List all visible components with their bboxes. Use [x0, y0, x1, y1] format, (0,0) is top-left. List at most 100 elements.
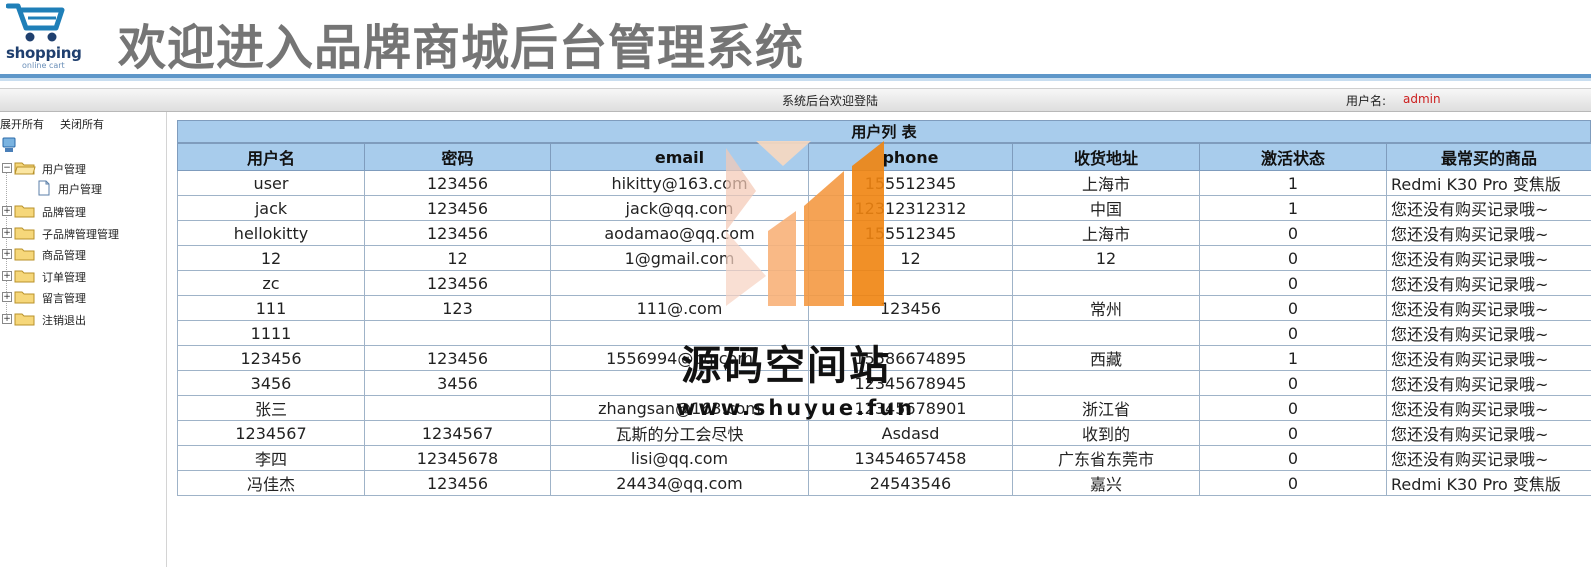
- table-cell: 1234567: [177, 420, 365, 446]
- user-label: 用户名:: [1346, 94, 1387, 108]
- table-caption: 用户列 表: [177, 120, 1591, 143]
- table-row: 1111 0 您还没有购买记录哦~: [177, 320, 1591, 346]
- table-cell: 0: [1199, 445, 1387, 471]
- table-cell: 1@gmail.com: [550, 245, 809, 271]
- collapse-icon[interactable]: −: [2, 163, 12, 173]
- table-cell: 12: [1012, 245, 1200, 271]
- table-cell: 123: [364, 295, 551, 321]
- column-header: 密码: [364, 143, 551, 171]
- column-header: email: [550, 143, 809, 171]
- expand-icon[interactable]: +: [2, 228, 12, 238]
- tree-guide-line: [6, 172, 8, 324]
- table-cell: 收到的: [1012, 420, 1200, 446]
- column-header: phone: [808, 143, 1013, 171]
- table-cell: jack: [177, 195, 365, 221]
- expand-icon[interactable]: +: [2, 206, 12, 216]
- table-cell: 123456: [808, 295, 1013, 321]
- table-cell: 嘉兴: [1012, 470, 1200, 496]
- table-row: user 123456 hikitty@163.com 155512345 上海市 1 Re…: [177, 170, 1591, 196]
- sidebar-subitem-label: 用户管理: [58, 183, 102, 196]
- table-cell: [550, 320, 809, 346]
- collapse-all-link[interactable]: 关闭所有: [60, 118, 104, 131]
- table-cell: 15586674895: [808, 345, 1013, 371]
- header-divider-light: [0, 78, 1591, 81]
- table-cell: 123456: [364, 470, 551, 496]
- table-cell: 您还没有购买记录哦~: [1386, 345, 1591, 371]
- table-row: 李四 12345678 lisi@qq.com 13454657458 广东省东莞市 0 您…: [177, 445, 1591, 471]
- logo-subtext: online cart: [22, 61, 65, 70]
- table-row: 111 123 111@.com 123456 常州 0 您还没有购买记录哦~: [177, 295, 1591, 321]
- header-divider: [0, 74, 1591, 78]
- table-cell: 123456: [177, 345, 365, 371]
- user-list-panel: 用户列 表 用户名 密码 email phone 收货地址 激活状态 最常买的商…: [177, 120, 1591, 496]
- folder-icon: [14, 227, 35, 240]
- folder-icon: [14, 248, 35, 261]
- expand-icon[interactable]: +: [2, 249, 12, 259]
- table-cell: 冯佳杰: [177, 470, 365, 496]
- table-cell: 您还没有购买记录哦~: [1386, 445, 1591, 471]
- table-row: 123456 123456 1556994@qq.com 15586674895 西藏 1…: [177, 345, 1591, 371]
- sidebar-item-label: 用户管理: [42, 163, 86, 176]
- table-cell: 上海市: [1012, 170, 1200, 196]
- column-header: 收货地址: [1012, 143, 1200, 171]
- table-cell: Asdasd: [808, 420, 1013, 446]
- table-cell: 0: [1199, 220, 1387, 246]
- table-cell: 123456: [364, 170, 551, 196]
- column-header: 激活状态: [1199, 143, 1387, 171]
- shopping-cart-icon: [6, 3, 65, 42]
- folder-icon: [14, 205, 35, 218]
- table-cell: 您还没有购买记录哦~: [1386, 420, 1591, 446]
- expand-icon[interactable]: +: [2, 314, 12, 324]
- table-cell: hellokitty: [177, 220, 365, 246]
- table-cell: 123456: [364, 195, 551, 221]
- tree-root-icon: [2, 137, 16, 152]
- user-table: 用户名 密码 email phone 收货地址 激活状态 最常买的商品 user…: [177, 143, 1591, 496]
- table-cell: [550, 370, 809, 396]
- table-row: 冯佳杰 123456 24434@qq.com 24543546 嘉兴 0 Redmi K3…: [177, 470, 1591, 496]
- table-row: zc 123456 0 您还没有购买记录哦~: [177, 270, 1591, 296]
- table-cell: 瓦斯的分工会尽快: [550, 420, 809, 446]
- table-cell: 0: [1199, 270, 1387, 296]
- folder-open-icon: [14, 162, 36, 175]
- table-cell: 您还没有购买记录哦~: [1386, 270, 1591, 296]
- table-cell: 张三: [177, 395, 365, 421]
- table-row: 12 12 1@gmail.com 12 12 0 您还没有购买记录哦~: [177, 245, 1591, 271]
- table-cell: jack@qq.com: [550, 195, 809, 221]
- table-cell: 广东省东莞市: [1012, 445, 1200, 471]
- table-cell: 1556994@qq.com: [550, 345, 809, 371]
- table-cell: [364, 320, 551, 346]
- sidebar-item-label: 子品牌管理管理: [42, 228, 119, 241]
- table-cell: 0: [1199, 320, 1387, 346]
- table-cell: [808, 270, 1013, 296]
- table-cell: 111: [177, 295, 365, 321]
- table-cell: 123456: [364, 270, 551, 296]
- logo-text: shopping: [6, 44, 82, 62]
- table-cell: zhangsan@163.com: [550, 395, 809, 421]
- shopping-logo: shopping online cart: [2, 0, 82, 74]
- table-cell: 0: [1199, 420, 1387, 446]
- table-cell: 12: [177, 245, 365, 271]
- table-cell: 1234567: [364, 420, 551, 446]
- table-cell: 13454657458: [808, 445, 1013, 471]
- table-cell: 1111: [177, 320, 365, 346]
- table-cell: lisi@qq.com: [550, 445, 809, 471]
- expand-icon[interactable]: +: [2, 271, 12, 281]
- expand-all-link[interactable]: 展开所有: [0, 118, 44, 131]
- table-row: 张三 zhangsan@163.com 12345678901 浙江省 0 您还没有购买记…: [177, 395, 1591, 421]
- table-cell: 1: [1199, 345, 1387, 371]
- table-cell: 常州: [1012, 295, 1200, 321]
- table-cell: 0: [1199, 395, 1387, 421]
- table-cell: zc: [177, 270, 365, 296]
- table-cell: 111@.com: [550, 295, 809, 321]
- folder-icon: [14, 291, 35, 304]
- table-cell: [1012, 320, 1200, 346]
- expand-icon[interactable]: +: [2, 292, 12, 302]
- column-header: 最常买的商品: [1386, 143, 1591, 171]
- header: shopping online cart 欢迎进入品牌商城后台管理系统: [0, 0, 1591, 76]
- table-cell: 0: [1199, 295, 1387, 321]
- table-cell: [364, 395, 551, 421]
- table-cell: 李四: [177, 445, 365, 471]
- table-cell: [1012, 270, 1200, 296]
- sidebar-tree: 展开所有 关闭所有 − 用户管理 用户管理 + 品牌管理 + 子品牌管理管理 +…: [0, 112, 167, 567]
- sidebar-item-label: 商品管理: [42, 249, 86, 262]
